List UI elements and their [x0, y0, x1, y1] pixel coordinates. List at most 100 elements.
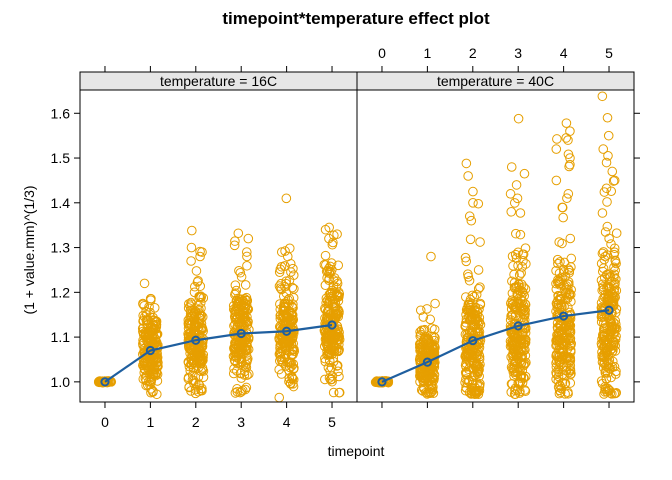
data-point: [279, 291, 289, 302]
data-point: [610, 323, 621, 333]
fit-point: [191, 335, 201, 345]
data-point: [334, 339, 344, 350]
data-point: [611, 258, 621, 269]
data-point: [324, 330, 334, 340]
data-point: [515, 377, 525, 388]
data-point: [417, 386, 428, 396]
data-point: [519, 168, 530, 179]
data-point: [288, 293, 299, 303]
data-point: [428, 375, 439, 386]
fit-point: [236, 328, 246, 339]
data-point: [240, 280, 251, 290]
data-point: [553, 276, 564, 287]
data-point: [186, 256, 196, 266]
data-point: [598, 247, 609, 257]
data-point: [552, 330, 562, 340]
data-point: [507, 336, 518, 347]
data-point: [510, 249, 521, 260]
data-point: [230, 388, 241, 398]
data-point: [602, 112, 613, 123]
data-point: [229, 240, 240, 251]
data-point: [552, 134, 562, 144]
data-point: [195, 350, 206, 361]
data-point: [597, 208, 608, 218]
data-point: [324, 356, 335, 366]
y-tick-label: 1.0: [51, 374, 71, 390]
data-point: [513, 353, 523, 363]
data-point: [555, 387, 566, 398]
x-tick-label: 4: [283, 414, 291, 430]
data-point: [240, 302, 250, 313]
data-point: [198, 293, 209, 303]
data-point: [194, 313, 205, 323]
data-point: [334, 334, 345, 345]
data-point: [553, 258, 563, 269]
data-point: [243, 233, 254, 244]
data-point: [596, 275, 607, 286]
data-point: [553, 364, 564, 375]
data-point: [332, 229, 342, 239]
data-point: [563, 388, 573, 399]
data-point: [423, 376, 434, 387]
data-point: [285, 362, 295, 373]
data-point: [508, 261, 518, 271]
data-point: [561, 292, 571, 303]
data-point: [328, 356, 339, 367]
data-point: [419, 324, 430, 335]
data-point: [233, 228, 244, 239]
data-point: [466, 215, 477, 226]
data-point: [564, 265, 575, 276]
data-point: [473, 283, 484, 294]
data-point: [507, 363, 518, 374]
data-point: [516, 373, 526, 383]
data-point: [274, 364, 284, 375]
data-point: [460, 329, 471, 340]
data-point: [510, 361, 520, 372]
data-point: [506, 206, 517, 217]
data-point: [511, 180, 522, 190]
data-point: [146, 293, 156, 304]
data-point: [242, 251, 252, 262]
data-point: [286, 316, 296, 326]
data-point: [516, 268, 526, 278]
data-point: [281, 288, 292, 298]
data-point: [515, 229, 526, 240]
data-point: [551, 374, 561, 384]
data-point: [138, 298, 148, 309]
data-point: [190, 341, 200, 352]
data-point: [241, 295, 252, 305]
data-point: [287, 282, 298, 293]
panels-group: temperature = 16C temperature = 40C: [79, 71, 635, 403]
data-point: [475, 378, 485, 389]
data-point: [194, 291, 204, 302]
fit-point: [377, 377, 387, 387]
data-point: [551, 265, 561, 276]
data-point: [276, 332, 287, 343]
data-point: [557, 202, 568, 213]
data-point: [230, 306, 241, 317]
data-point: [242, 370, 252, 381]
fit-point: [327, 320, 337, 330]
data-point: [560, 389, 570, 399]
data-point: [280, 281, 290, 292]
data-point: [558, 212, 568, 223]
data-point: [520, 345, 530, 355]
data-point: [606, 186, 617, 197]
data-point: [323, 331, 333, 342]
data-point: [152, 360, 163, 371]
data-point: [332, 276, 342, 287]
data-point: [603, 130, 614, 141]
fit-point: [282, 326, 292, 336]
data-point: [428, 388, 439, 399]
data-point: [599, 187, 610, 197]
data-point: [462, 378, 473, 388]
data-point: [472, 310, 482, 321]
data-point: [274, 281, 285, 291]
data-point: [611, 228, 622, 238]
data-point: [320, 374, 330, 385]
data-point: [602, 368, 613, 378]
data-point: [329, 273, 340, 283]
data-point: [282, 251, 293, 262]
data-point: [604, 282, 615, 292]
